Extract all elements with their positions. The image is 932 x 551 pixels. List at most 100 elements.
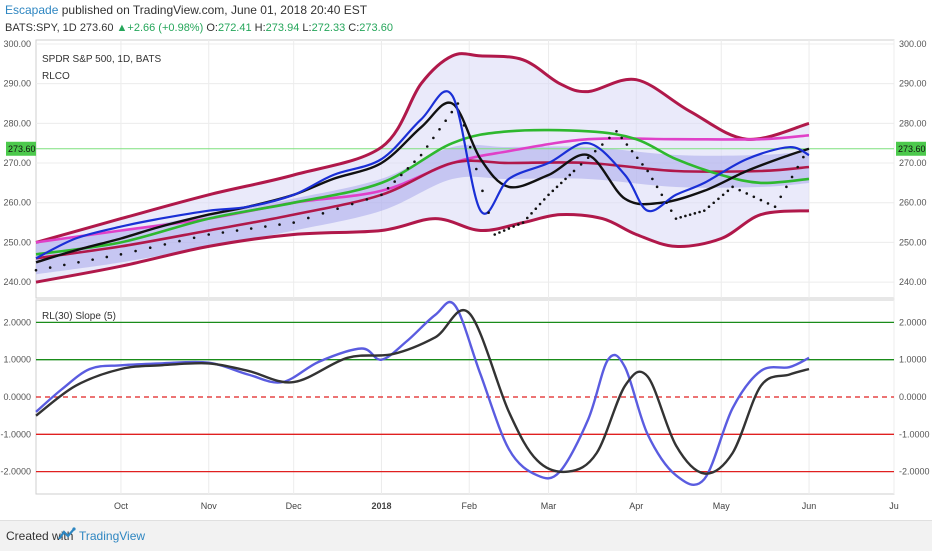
outer-band-lower-line <box>35 209 810 284</box>
ohlc-line: BATS:SPY, 1D 273.60 ▲+2.66 (+0.98%) O:27… <box>5 22 393 34</box>
x-tick-label: Apr <box>629 501 643 511</box>
x-tick-label: 2018 <box>371 501 391 511</box>
x-tick-label: Dec <box>286 501 303 511</box>
price-tick-label-left: 290.00 <box>3 79 31 89</box>
open-label: O: <box>206 22 218 34</box>
last-price-tag-right: 273.60 <box>898 144 926 154</box>
low-label: L: <box>302 22 312 34</box>
sar-dot <box>444 119 447 123</box>
sar-dot <box>745 192 749 195</box>
price-tick-label-right: 240.00 <box>899 277 927 287</box>
sar-dot <box>105 255 109 259</box>
sar-dot <box>766 202 770 205</box>
sar-dot <box>278 223 281 226</box>
sar-dot <box>655 185 659 189</box>
last-price-tag-left-bg <box>6 141 36 156</box>
sar-dot <box>134 249 137 253</box>
sar-dot <box>738 188 741 192</box>
sar-dot <box>63 263 66 267</box>
tradingview-logo-icon <box>58 527 76 540</box>
sar-dot <box>507 227 511 230</box>
sar-dot <box>386 186 390 190</box>
price-tick-label-left: 270.00 <box>3 158 31 168</box>
sar-dot <box>608 136 611 140</box>
sar-dot <box>669 209 673 212</box>
price-tick-label-left: 250.00 <box>3 237 31 247</box>
last-price-tag-left: 273.60 <box>8 144 36 154</box>
sar-dot <box>559 181 563 185</box>
high-value: 273.94 <box>265 22 300 34</box>
price-tick-label-right: 250.00 <box>899 237 927 247</box>
axis-labels: Oct Nov Dec 2018 Feb Mar Apr May Jun Ju 240.00 240.… <box>0 39 929 511</box>
sar-dot <box>525 216 529 220</box>
sar-dot <box>674 217 678 220</box>
tradingview-brand-link[interactable]: TradingView <box>79 529 146 543</box>
sar-dot <box>450 110 454 114</box>
fast-average-line <box>35 90 810 260</box>
x-tick-label: Oct <box>114 501 129 511</box>
sar-dot <box>641 163 644 166</box>
sar-dot <box>425 145 429 148</box>
sar-dot <box>163 243 167 246</box>
sar-dot <box>630 149 634 153</box>
sar-dot <box>119 253 123 256</box>
symbol-label: BATS:SPY, 1D <box>5 22 77 34</box>
published-text: published on TradingView.com, June 01, 2… <box>61 3 368 17</box>
slope-signal-line <box>35 309 810 475</box>
sar-dot <box>512 225 515 228</box>
slope-tick-label-left: -2.0000 <box>0 467 31 477</box>
price-tick-label-left: 240.00 <box>3 277 31 287</box>
sar-dot <box>462 124 466 127</box>
price-tick-label-left: 260.00 <box>3 198 31 208</box>
slope-grid <box>36 300 895 494</box>
price-tick-label-right: 300.00 <box>899 39 927 49</box>
price-tick-label-left: 300.00 <box>3 39 31 49</box>
sar-dot <box>264 225 267 228</box>
sar-dot <box>413 160 416 164</box>
sar-dot <box>380 193 383 197</box>
sar-dot <box>712 201 716 205</box>
price-line <box>35 101 810 264</box>
sar-dot <box>759 198 763 202</box>
sar-dot <box>34 268 38 272</box>
author-link[interactable]: Escapade <box>5 3 59 17</box>
sar-dot <box>601 143 604 146</box>
sar-dot <box>148 246 152 250</box>
sar-dot <box>726 189 730 193</box>
price-tick-label-left: 280.00 <box>3 118 31 128</box>
slope-tick-label-left: -1.0000 <box>0 429 31 439</box>
publish-line: Escapade published on TradingView.com, J… <box>5 3 367 17</box>
sar-dot <box>752 195 756 199</box>
sar-dot <box>481 189 484 193</box>
sar-dot <box>572 169 576 173</box>
price-pane-title: SPDR S&P 500, 1D, BATS <box>42 54 161 65</box>
sar-dot <box>534 207 538 210</box>
sar-dot <box>207 233 211 236</box>
sar-dot <box>77 260 80 264</box>
slope-pane-title: RL(30) Slope (5) <box>42 311 116 322</box>
price-series <box>34 52 810 284</box>
sar-dot <box>438 128 441 131</box>
x-tick-label: Feb <box>461 501 477 511</box>
sar-dot <box>586 156 590 160</box>
price-tick-label-right: 290.00 <box>899 79 927 89</box>
chart-canvas[interactable]: Oct Nov Dec 2018 Feb Mar Apr May Jun Ju 240.00 240.… <box>0 0 932 520</box>
sar-dot <box>660 193 664 197</box>
sar-dot <box>468 145 472 149</box>
sar-dot <box>321 212 325 215</box>
sar-dot <box>517 223 520 226</box>
slope-tick-label-right: 0.0000 <box>899 392 927 402</box>
sar-dot <box>336 207 339 210</box>
sar-dot <box>456 102 460 105</box>
slope-tick-label-right: -2.0000 <box>899 467 930 477</box>
high-label: H: <box>254 22 266 34</box>
sar-dot <box>717 197 720 201</box>
sar-dot <box>796 165 800 169</box>
sar-dot <box>635 156 639 160</box>
sar-dot <box>521 221 525 224</box>
sar-dot <box>475 167 478 171</box>
sar-dot <box>707 205 711 209</box>
sar-dot <box>350 202 354 206</box>
close-label: C: <box>348 22 360 34</box>
sar-dot <box>731 185 734 189</box>
